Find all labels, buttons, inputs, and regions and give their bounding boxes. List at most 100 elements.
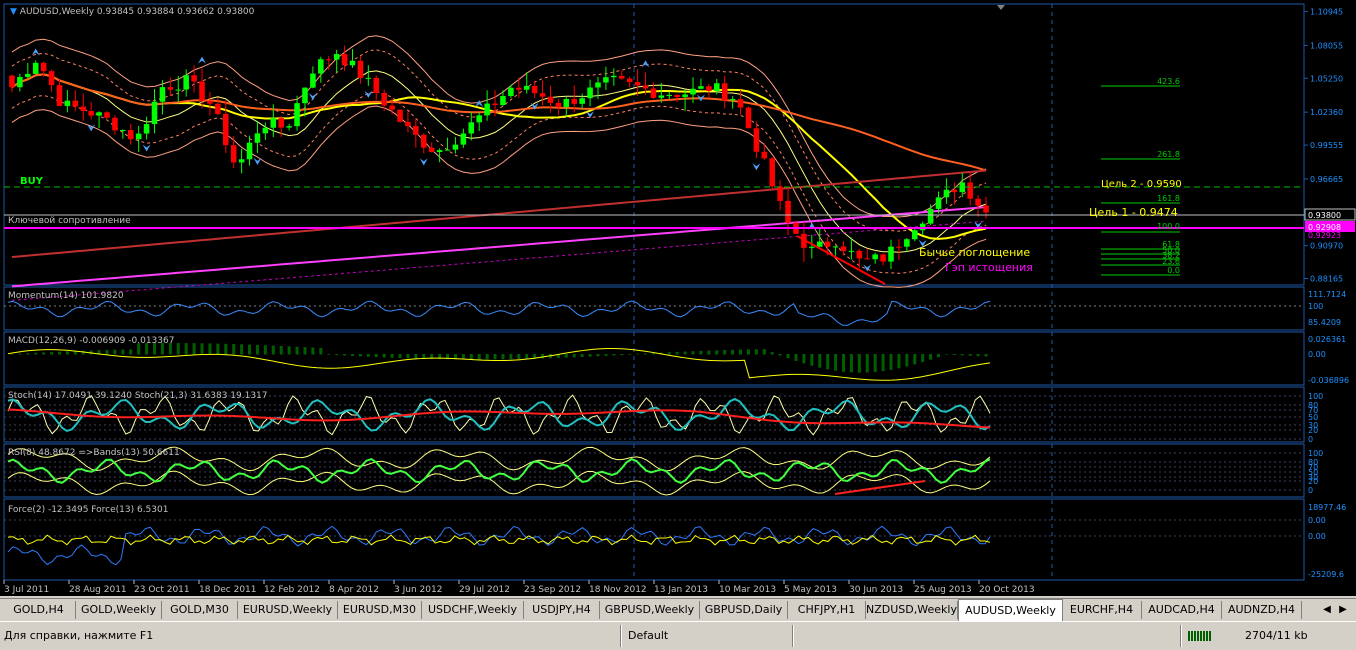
tab-gbpusd-daily[interactable]: GBPUSD,Daily <box>700 601 788 619</box>
gap-label: Гэп истощения <box>945 261 1033 274</box>
fractal-arrow-icon <box>863 264 872 272</box>
candle-body <box>714 83 720 91</box>
candle-body <box>935 197 942 209</box>
macd-bar <box>723 350 727 355</box>
macd-bar <box>509 354 513 360</box>
candle-body <box>666 94 673 96</box>
tab-usdjpy-h4[interactable]: USDJPY,H4 <box>524 601 600 619</box>
candle-body <box>856 250 863 259</box>
candle-body <box>64 100 71 107</box>
macd-bar <box>343 354 347 356</box>
macd-bar <box>818 354 822 368</box>
candle-body <box>254 133 261 143</box>
stoch-fast-line <box>7 394 991 436</box>
candle-body <box>88 110 94 116</box>
macd-bar <box>438 354 442 360</box>
macd-bar <box>628 354 632 355</box>
macd-signal-line <box>7 348 991 381</box>
macd-bar <box>350 354 354 356</box>
macd-bar <box>667 352 671 355</box>
candle-body <box>888 246 894 262</box>
macd-bar <box>739 349 743 355</box>
macd-bar <box>240 344 244 355</box>
macd-bar <box>10 354 14 355</box>
macd-bar <box>42 352 46 355</box>
tab-eurchf-h4[interactable]: EURCHF,H4 <box>1062 601 1142 619</box>
macd-bar <box>319 347 323 355</box>
candle-body <box>824 241 831 247</box>
fibo-100: 100.0 <box>1157 222 1180 231</box>
tab-scroll-right-icon[interactable]: ▶ <box>1339 604 1347 615</box>
candle-body <box>48 71 55 86</box>
macd-bar <box>691 351 695 355</box>
candle-body <box>618 75 625 79</box>
macd-bar <box>810 354 814 366</box>
tab-eurusd-weekly[interactable]: EURUSD,Weekly <box>238 601 338 619</box>
macd-bar <box>216 343 220 355</box>
candle-body <box>40 62 47 72</box>
macd-bar <box>224 343 228 355</box>
macd-bar <box>921 354 925 363</box>
candle-body <box>294 103 300 127</box>
macd-bar <box>485 354 489 360</box>
candle-body <box>737 99 744 108</box>
tab-gold-m30[interactable]: GOLD,M30 <box>162 601 238 619</box>
rsi-axis-label: 0 <box>1308 486 1313 495</box>
stoch-panel-frame <box>3 386 1305 443</box>
macd-bar <box>699 350 703 355</box>
current-price-tag <box>1304 208 1356 221</box>
stoch-axis-label: 70 <box>1308 406 1318 415</box>
tab-gbpusd-weekly[interactable]: GBPUSD,Weekly <box>600 601 700 619</box>
macd-bar <box>50 352 54 355</box>
macd-bar <box>802 354 806 364</box>
candle-body <box>967 182 973 199</box>
candle-body <box>476 115 482 123</box>
candle-body <box>761 151 768 159</box>
candle-body <box>349 60 356 66</box>
tab-chfjpy-h1[interactable]: CHFJPY,H1 <box>788 601 866 619</box>
macd-bar <box>834 354 838 371</box>
fractal-arrow-icon <box>87 124 96 132</box>
envelope-upper <box>11 35 987 218</box>
tab-eurusd-m30[interactable]: EURUSD,M30 <box>338 601 422 619</box>
tab-audcad-h4[interactable]: AUDCAD,H4 <box>1142 601 1222 619</box>
candle-body <box>127 130 134 140</box>
tab-audusd-weekly[interactable]: AUDUSD,Weekly <box>958 599 1063 621</box>
fractal-arrow-icon <box>198 56 207 64</box>
macd-bar <box>533 354 537 359</box>
fractal-arrow-icon <box>308 93 317 101</box>
time-axis-label: 25 Aug 2013 <box>914 585 972 595</box>
candle-body <box>96 112 102 116</box>
candle-body <box>199 81 205 101</box>
candle-body <box>745 107 752 129</box>
candle-body <box>587 87 593 99</box>
candle-body <box>183 75 189 90</box>
time-axis-label: 5 May 2013 <box>784 585 837 595</box>
shift-marker-icon[interactable] <box>997 5 1005 10</box>
macd-bar <box>762 349 766 355</box>
fractal-arrow-icon <box>364 90 373 98</box>
tab-gold-h4[interactable]: GOLD,H4 <box>2 601 76 619</box>
tab-usdchf-weekly[interactable]: USDCHF,Weekly <box>422 601 524 619</box>
ma-fast <box>11 70 987 253</box>
macd-bar <box>279 345 283 355</box>
candle-body <box>634 82 641 86</box>
fractal-arrow-icon <box>475 100 484 108</box>
candle-body <box>32 62 39 74</box>
force-2-line <box>7 534 991 546</box>
price-axis-label: 1.10945 <box>1310 8 1343 17</box>
trend-line-red <box>796 235 886 285</box>
macd-bar <box>929 354 933 360</box>
momentum-axis-label: 111.7124 <box>1308 290 1346 299</box>
candle-body <box>286 126 292 128</box>
tab-nzdusd-weekly[interactable]: NZDUSD,Weekly <box>866 601 958 619</box>
macd-bar <box>778 354 782 356</box>
tab-audnzd-h4[interactable]: AUDNZD,H4 <box>1222 601 1302 619</box>
candle-body <box>72 100 79 107</box>
macd-bar <box>580 354 584 357</box>
macd-label: MACD(12,26,9) -0.006909 -0.013367 <box>8 336 174 346</box>
tab-gold-weekly[interactable]: GOLD,Weekly <box>76 601 162 619</box>
macd-panel-frame <box>3 331 1305 386</box>
macd-bar <box>248 344 252 355</box>
tab-scroll-left-icon[interactable]: ◀ <box>1323 604 1331 615</box>
